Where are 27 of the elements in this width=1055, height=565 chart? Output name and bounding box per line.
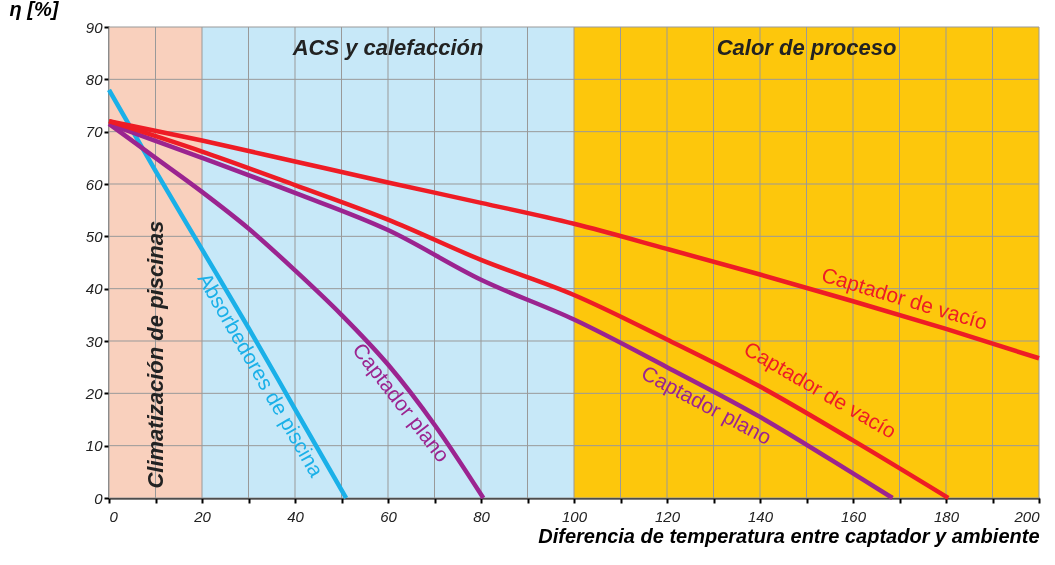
x-tick-label: 40 xyxy=(287,507,305,525)
x-tick-label: 100 xyxy=(561,507,588,525)
y-tick-label: 30 xyxy=(85,332,104,350)
y-axis-title: η [%] xyxy=(9,0,60,20)
y-tick-label: 70 xyxy=(85,123,104,141)
y-tick-label: 50 xyxy=(85,227,104,245)
y-tick-label: 0 xyxy=(94,489,104,507)
x-tick-label: 160 xyxy=(840,507,867,525)
x-tick-label: 140 xyxy=(747,507,774,525)
band-label: Climatización de piscinas xyxy=(142,220,168,489)
x-tick-label: 0 xyxy=(109,507,119,525)
x-tick-label: 60 xyxy=(380,507,398,525)
x-axis-title: Diferencia de temperatura entre captador y ambiente xyxy=(538,524,1040,547)
y-tick-label: 80 xyxy=(85,70,104,88)
band-label: ACS y calefacción xyxy=(291,35,484,61)
x-tick-label: 20 xyxy=(193,507,212,525)
y-tick-label: 20 xyxy=(84,384,104,402)
line-series xyxy=(106,87,349,501)
y-tick-label: 10 xyxy=(85,437,104,455)
x-tick-label: 120 xyxy=(654,507,681,525)
x-tick-label: 80 xyxy=(473,507,491,525)
y-tick-label: 60 xyxy=(85,175,104,193)
band-label: Calor de proceso xyxy=(716,35,897,61)
x-tick-label: 180 xyxy=(933,507,960,525)
y-tick-label: 90 xyxy=(85,18,104,36)
y-tick-label: 40 xyxy=(85,280,104,298)
x-tick-label: 200 xyxy=(1013,507,1041,525)
